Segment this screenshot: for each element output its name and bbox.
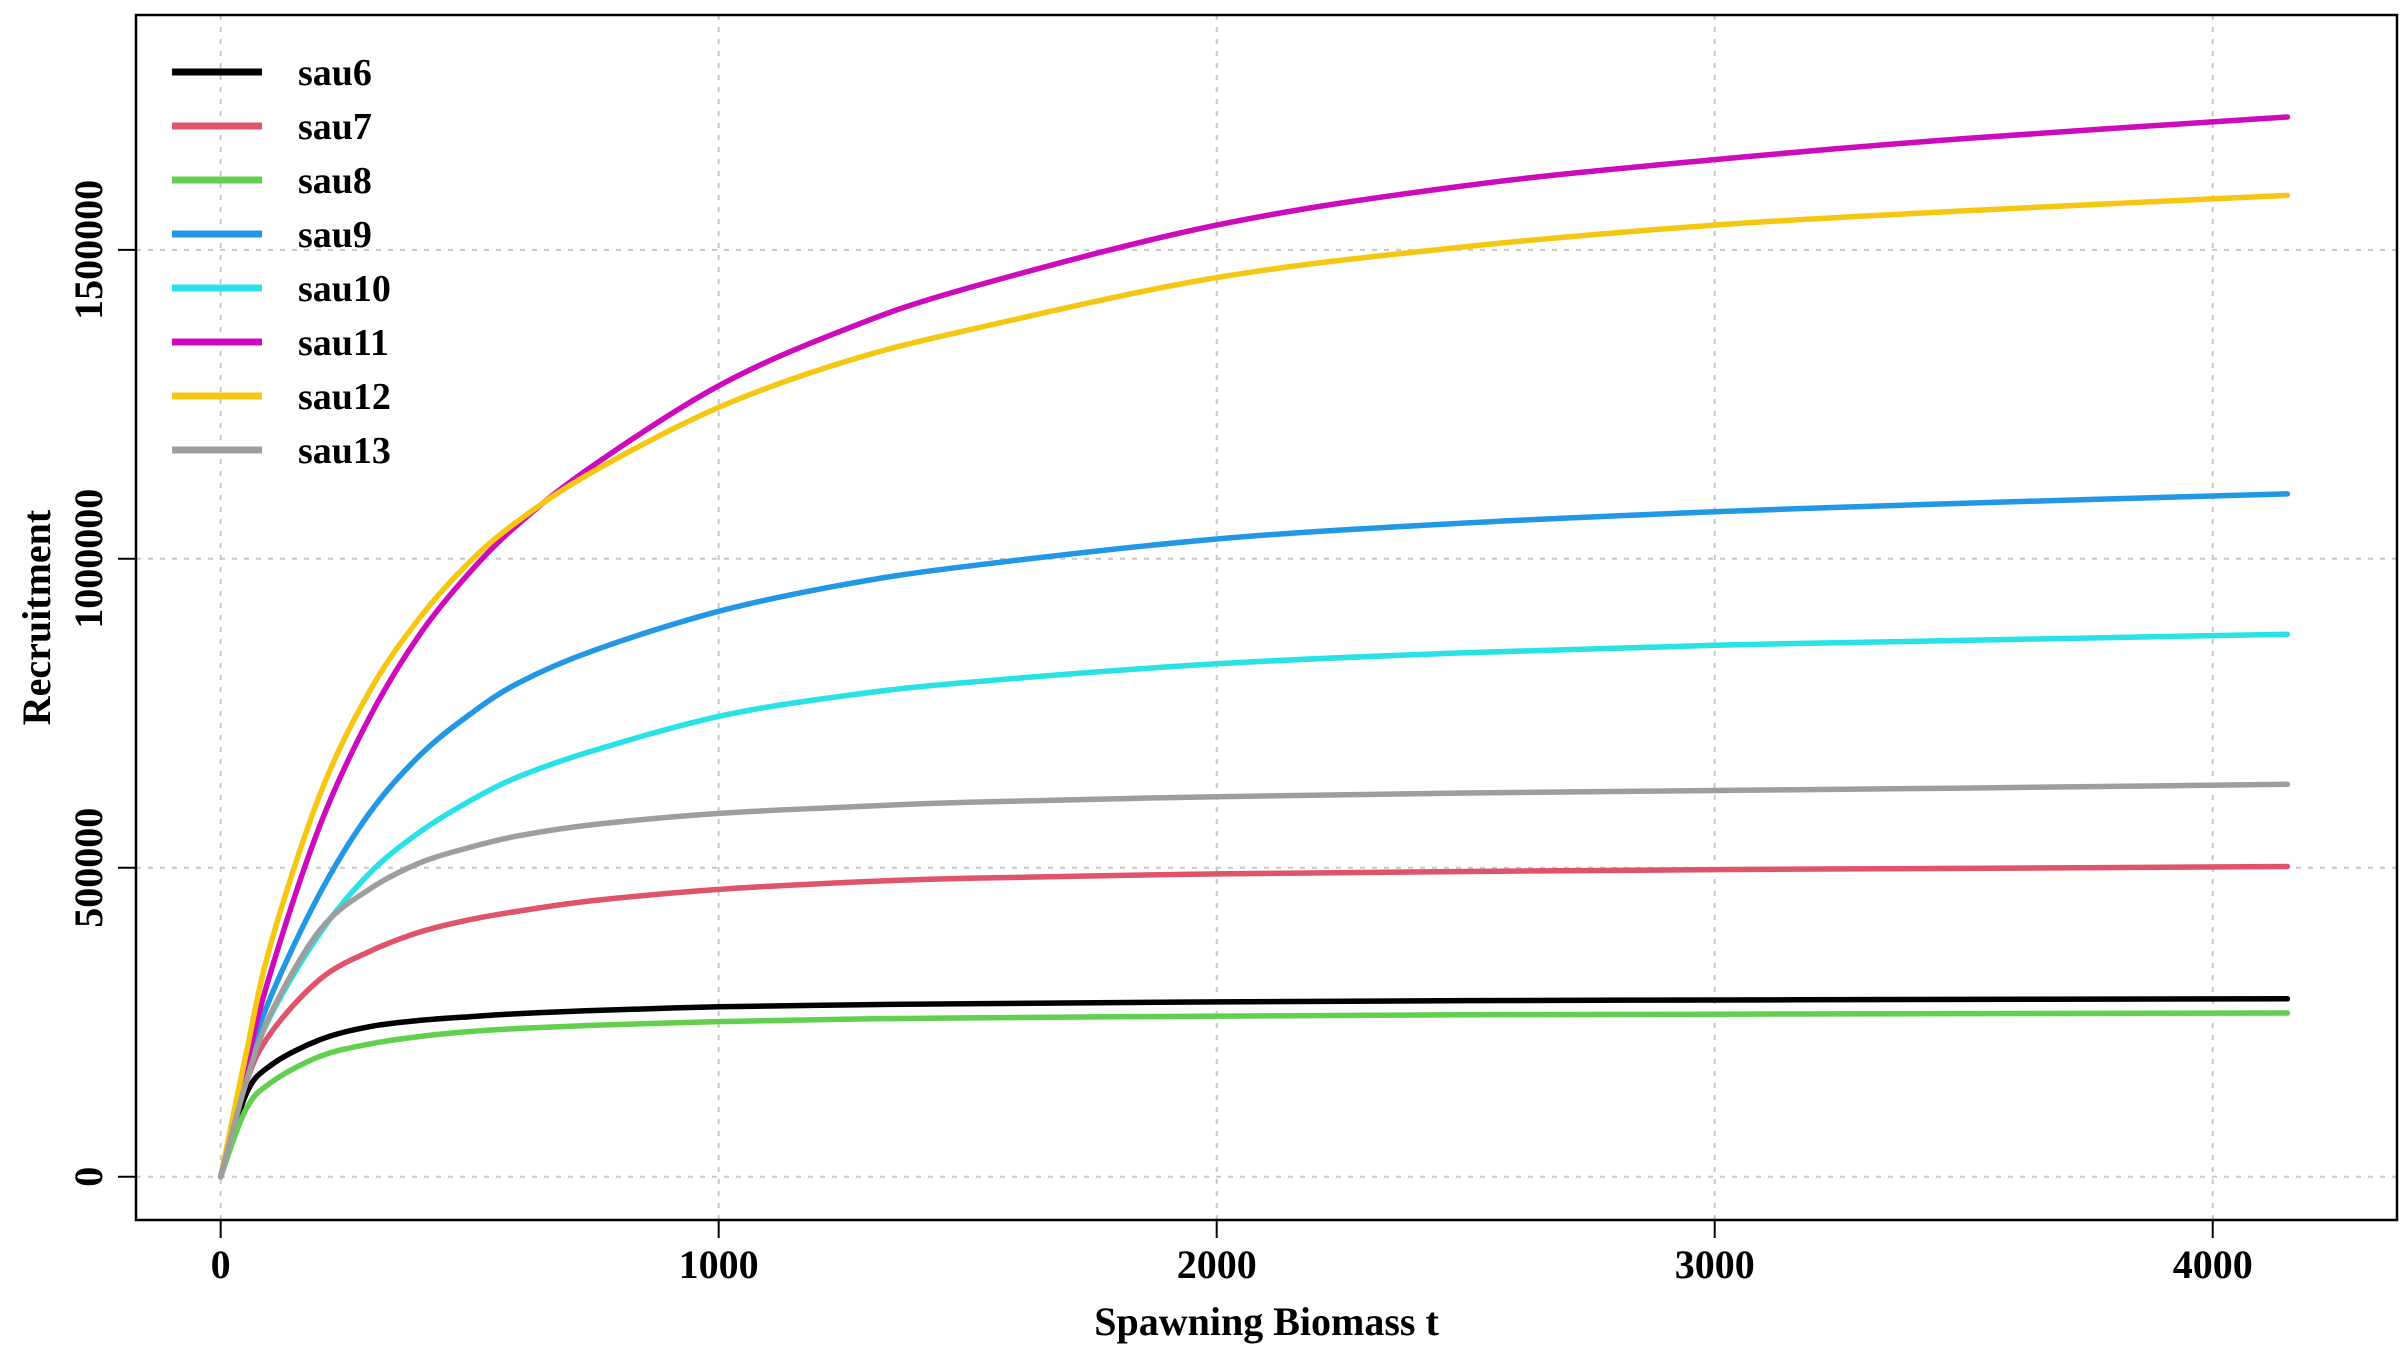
- series-line-sau11: [217, 114, 2291, 1180]
- legend-label-sau11: sau11: [298, 322, 389, 364]
- x-tick-label: 2000: [1177, 1242, 1257, 1287]
- y-axis-title: Recruitment: [14, 509, 59, 725]
- y-tick-label: 500000: [66, 808, 111, 928]
- x-tick-label: 3000: [1675, 1242, 1755, 1287]
- y-axis: 0 500000 1000000 1500000: [66, 180, 136, 1187]
- legend: sau6 sau7 sau8 sau9 sau10 sau11 sau12 sau13: [172, 52, 391, 472]
- y-tick-label: 1000000: [66, 489, 111, 629]
- x-tick-label: 0: [211, 1242, 231, 1287]
- x-tick-label: 1000: [679, 1242, 759, 1287]
- plot-frame: [134, 13, 2399, 1222]
- series-line-sau13: [217, 781, 2291, 1180]
- series-line-sau10: [217, 631, 2291, 1180]
- x-axis: 0 1000 2000 3000 4000: [211, 1220, 2253, 1287]
- series-line-sau6: [217, 996, 2291, 1180]
- series-line-sau7: [217, 863, 2291, 1180]
- legend-label-sau9: sau9: [298, 214, 372, 256]
- legend-label-sau8: sau8: [298, 160, 372, 202]
- series-line-sau9: [217, 491, 2291, 1180]
- legend-label-sau7: sau7: [298, 106, 372, 148]
- legend-label-sau6: sau6: [298, 52, 372, 94]
- grid-lines: [136, 15, 2397, 1220]
- legend-label-sau13: sau13: [298, 430, 391, 472]
- y-tick-label: 0: [66, 1167, 111, 1187]
- series-lines: [217, 114, 2291, 1180]
- x-tick-label: 4000: [2173, 1242, 2253, 1287]
- series-line-sau8: [217, 1010, 2291, 1180]
- legend-label-sau12: sau12: [298, 376, 391, 418]
- y-tick-label: 1500000: [66, 180, 111, 320]
- series-line-sau12: [217, 192, 2291, 1180]
- legend-label-sau10: sau10: [298, 268, 391, 310]
- x-axis-title: Spawning Biomass t: [1094, 1299, 1439, 1344]
